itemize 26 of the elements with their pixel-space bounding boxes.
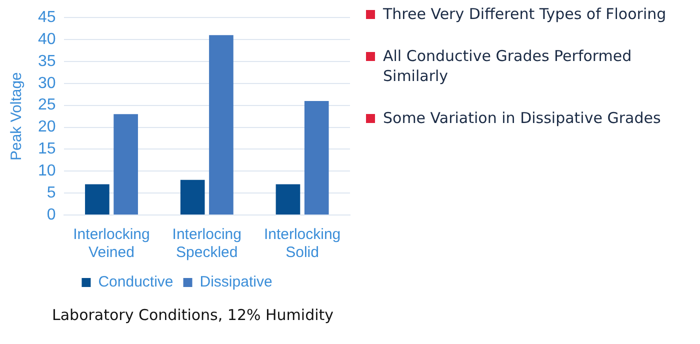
text: Three Very Different Types of Flooring — [383, 4, 666, 24]
y-tick-label: 45 — [38, 9, 56, 26]
x-tick-label: Interlocing Speckled — [172, 226, 242, 262]
bar — [180, 180, 205, 214]
y-tick-label: 25 — [38, 96, 56, 114]
bar — [85, 184, 110, 214]
y-tick-label: 30 — [38, 74, 56, 92]
legend-label: Dissipative — [200, 274, 272, 291]
y-tick-label: 15 — [38, 140, 56, 158]
y-tick-label: 5 — [46, 184, 56, 202]
y-tick-label: 40 — [38, 30, 56, 48]
x-tick-label: Interlocking Solid — [264, 226, 341, 262]
text: Laboratory Conditions, 12% Humidity — [52, 306, 334, 324]
y-tick-label: 0 — [46, 206, 56, 224]
text: All Conductive Grades Performed Similarly — [383, 46, 633, 86]
bar — [304, 100, 329, 214]
y-axis-title: Peak Voltage — [8, 72, 26, 161]
y-tick-label: 10 — [38, 162, 56, 180]
bar — [209, 35, 234, 214]
text: Some Variation in Dissipative Grades — [383, 108, 661, 128]
bar — [276, 184, 300, 214]
y-tick-label: 20 — [38, 118, 56, 136]
y-tick-label: 35 — [38, 52, 56, 70]
bar — [114, 114, 138, 214]
legend-label: Conductive — [98, 274, 174, 291]
x-tick-label: Interlocking Veined — [73, 226, 150, 262]
